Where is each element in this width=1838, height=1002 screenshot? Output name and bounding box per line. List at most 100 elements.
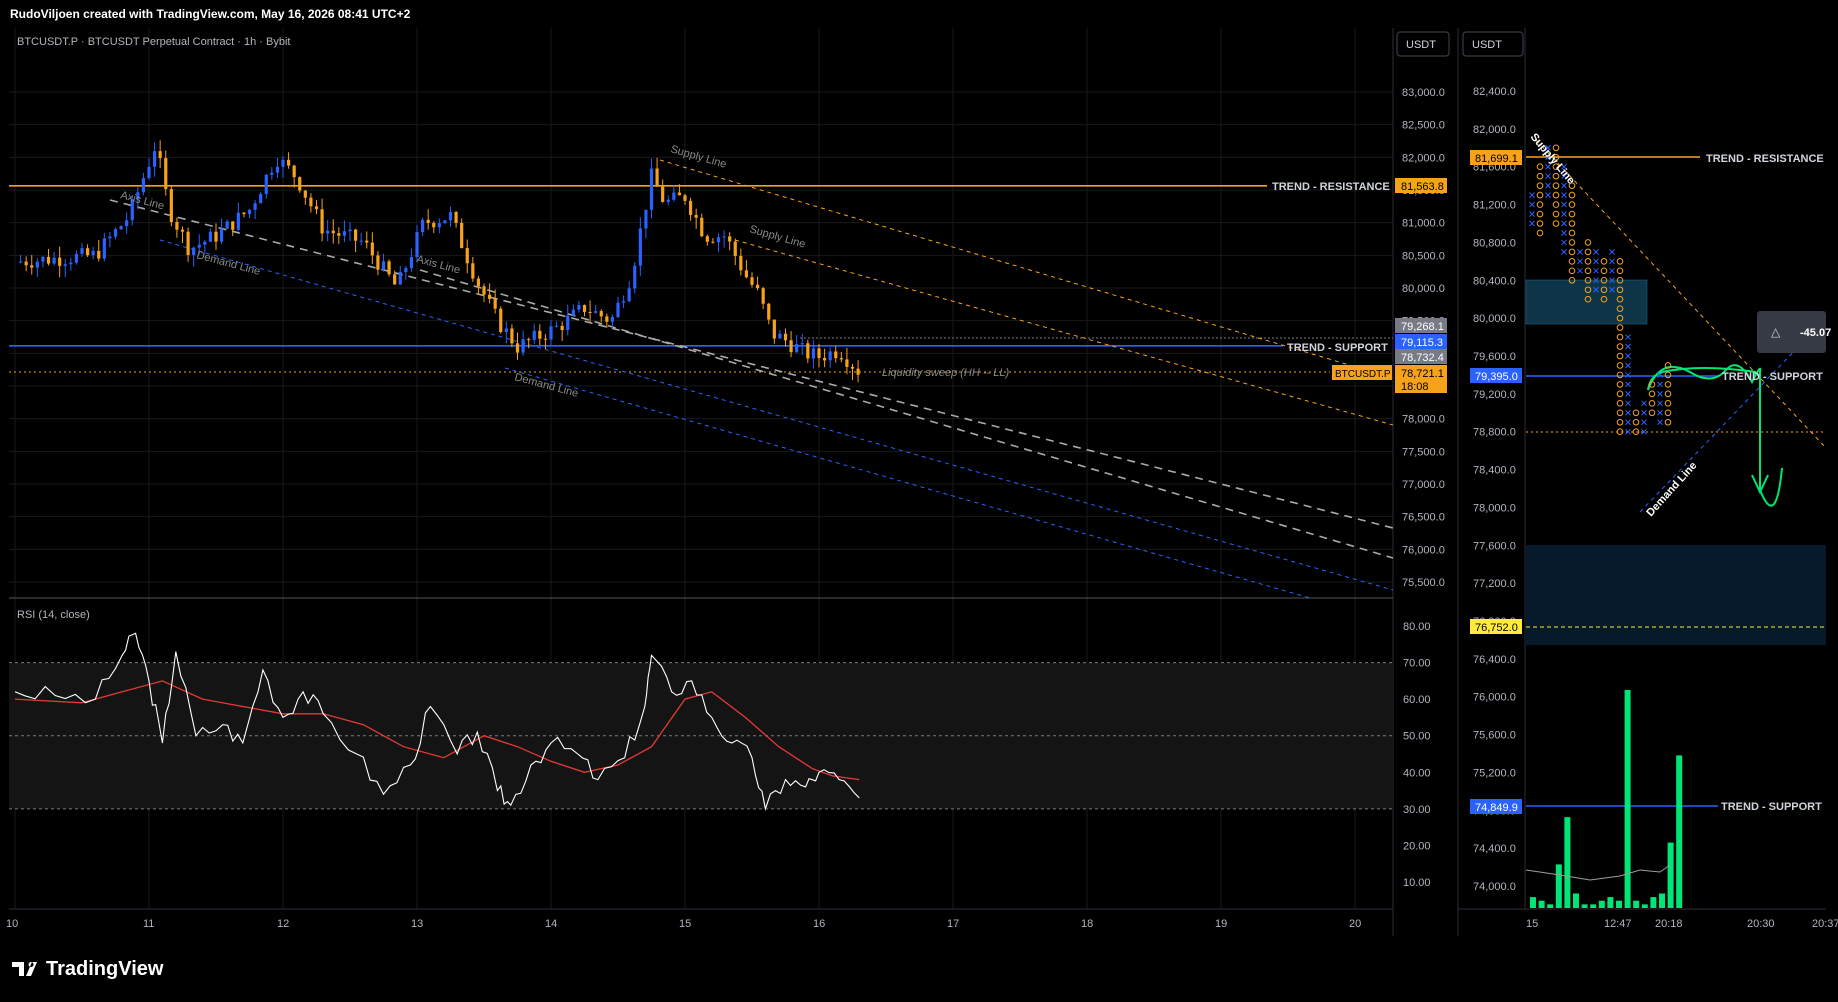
side-price-tick-label: 80,400.0 — [1473, 275, 1516, 287]
candle-body — [465, 248, 469, 264]
pnf-o — [1616, 371, 1624, 379]
candle-body — [415, 232, 419, 258]
side-price-tick-label: 76,000.0 — [1473, 692, 1516, 704]
candle-body — [610, 316, 615, 322]
pnf-o — [1536, 191, 1544, 199]
candle-body — [298, 177, 302, 191]
measure-icon: △ — [1771, 325, 1781, 339]
pnf-o — [1616, 324, 1624, 331]
candle-body — [582, 305, 587, 312]
pnf-x — [1561, 249, 1567, 255]
pnf-o — [1568, 191, 1576, 199]
price-tick-label: 76,000.0 — [1402, 544, 1445, 556]
candle-body — [264, 174, 268, 194]
volume-bar — [1590, 904, 1597, 908]
side-time-axis[interactable]: 15 12:47 20:18 20:30 20:37 — [1526, 918, 1838, 930]
demand-line-1 — [159, 239, 1394, 591]
pnf-o — [1584, 295, 1592, 303]
price-tick-label: 82,000.0 — [1402, 152, 1445, 164]
candle-body — [633, 265, 637, 289]
candle-body — [41, 256, 45, 262]
candle-body — [420, 219, 425, 233]
pnf-x — [1593, 258, 1599, 265]
pnf-o — [1600, 295, 1608, 303]
side-price-tick-label: 79,600.0 — [1473, 351, 1516, 363]
price-tick-label: 80,500.0 — [1402, 250, 1445, 262]
pnf-o — [1616, 381, 1624, 388]
candle-body — [828, 351, 832, 361]
candle-body — [515, 343, 520, 353]
rsi-axis[interactable]: 80.00 70.00 60.00 50.00 40.00 30.00 20.00 10.00 — [1403, 621, 1431, 889]
candle-body — [532, 330, 536, 340]
side-price-tick-label: 78,400.0 — [1473, 465, 1516, 477]
last-price-tag — [1395, 365, 1447, 393]
candle-body — [834, 351, 838, 359]
pnf-o — [1568, 210, 1576, 218]
time-tick-label: 14 — [545, 918, 557, 930]
pnf-o — [1552, 201, 1560, 208]
volume-bar — [1564, 817, 1571, 908]
pnf-o — [1536, 229, 1544, 237]
volume-bar — [1573, 893, 1579, 908]
side-price-tick-label: 74,400.0 — [1473, 843, 1516, 855]
currency-button-side[interactable] — [1462, 31, 1524, 57]
candle-body — [404, 268, 408, 273]
main-time-axis[interactable]: 10 11 12 13 14 15 16 17 18 19 20 — [6, 918, 1361, 930]
rsi-title[interactable]: RSI (14, close) — [17, 609, 90, 621]
pnf-o — [1568, 182, 1576, 189]
pnf-x — [1625, 428, 1631, 435]
pnf-o — [1616, 305, 1624, 312]
candle-body — [270, 172, 274, 175]
candle-body — [370, 242, 374, 256]
pnf-x — [1545, 182, 1551, 189]
candle-body — [504, 328, 508, 333]
rsi-tick-label: 70.00 — [1403, 658, 1431, 670]
pnf-o — [1632, 428, 1640, 436]
tradingview-logo[interactable]: TradingView — [12, 958, 164, 980]
volume-bar — [1667, 842, 1674, 908]
candle-body — [666, 199, 670, 202]
pnf-x — [1577, 249, 1583, 255]
axis-line-2 — [419, 269, 1394, 559]
candle-body — [326, 230, 330, 234]
pnf-o — [1616, 295, 1624, 303]
pnf-o — [1664, 390, 1672, 398]
candle-body — [476, 278, 481, 287]
price-tick-label: 77,500.0 — [1402, 446, 1445, 458]
side-lower-support-tag — [1470, 799, 1522, 814]
candle-body — [63, 264, 67, 266]
candle-body — [683, 195, 687, 201]
candle-body — [767, 303, 771, 320]
candle-body — [24, 261, 28, 266]
side-price-tick-label: 81,200.0 — [1473, 200, 1516, 212]
candle-body — [119, 226, 123, 230]
rsi-tick-label: 60.00 — [1403, 694, 1431, 706]
pnf-o — [1536, 172, 1544, 180]
candle-body — [560, 325, 564, 331]
symbol-title[interactable]: BTCUSDT.P · BTCUSDT Perpetual Contract ·… — [17, 36, 290, 48]
candle-body — [755, 284, 760, 289]
pnf-o — [1616, 409, 1624, 417]
candle-body — [409, 257, 414, 269]
axis-line-1 — [109, 199, 1394, 529]
candle-body — [543, 338, 548, 340]
pnf-o — [1568, 229, 1576, 237]
time-tick-label: 11 — [143, 918, 154, 930]
candle-body — [130, 199, 134, 221]
pnf-o — [1568, 248, 1576, 256]
currency-button-main[interactable] — [1396, 31, 1450, 57]
candle-body — [197, 244, 201, 248]
candle-body — [219, 228, 224, 242]
candle-body — [247, 209, 252, 215]
side-demand-line — [1639, 344, 1801, 513]
volume-bar — [1547, 904, 1554, 908]
pnf-x — [1609, 286, 1615, 293]
pnf-x — [1625, 334, 1631, 340]
volume-bar — [1530, 897, 1536, 908]
pnf-o — [1552, 220, 1560, 227]
measure-tooltip[interactable] — [1757, 311, 1826, 353]
pnf-x — [1561, 163, 1567, 170]
pnf-x — [1657, 419, 1663, 426]
candle-body — [359, 240, 363, 242]
candle-body — [180, 229, 185, 232]
